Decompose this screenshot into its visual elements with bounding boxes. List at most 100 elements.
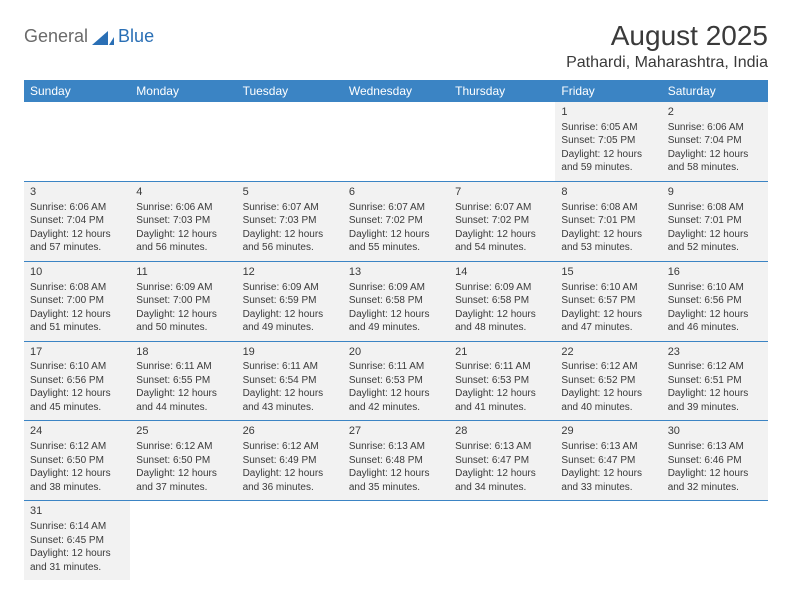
sunrise-line: Sunrise: 6:08 AM bbox=[561, 201, 655, 215]
calendar-row: 24Sunrise: 6:12 AMSunset: 6:50 PMDayligh… bbox=[24, 421, 768, 501]
weekday-header: Monday bbox=[130, 80, 236, 102]
sunrise-line: Sunrise: 6:14 AM bbox=[30, 520, 124, 534]
sunrise-line: Sunrise: 6:07 AM bbox=[243, 201, 337, 215]
sunset-line: Sunset: 6:47 PM bbox=[561, 454, 655, 468]
daylight-line: Daylight: 12 hours and 39 minutes. bbox=[668, 387, 762, 414]
calendar-cell bbox=[237, 102, 343, 181]
day-number: 4 bbox=[136, 185, 230, 200]
calendar-cell: 14Sunrise: 6:09 AMSunset: 6:58 PMDayligh… bbox=[449, 261, 555, 341]
calendar-cell: 27Sunrise: 6:13 AMSunset: 6:48 PMDayligh… bbox=[343, 421, 449, 501]
daylight-line: Daylight: 12 hours and 43 minutes. bbox=[243, 387, 337, 414]
weekday-header: Tuesday bbox=[237, 80, 343, 102]
sunrise-line: Sunrise: 6:09 AM bbox=[349, 281, 443, 295]
daylight-line: Daylight: 12 hours and 52 minutes. bbox=[668, 228, 762, 255]
sunset-line: Sunset: 6:51 PM bbox=[668, 374, 762, 388]
daylight-line: Daylight: 12 hours and 56 minutes. bbox=[136, 228, 230, 255]
weekday-header: Friday bbox=[555, 80, 661, 102]
sail-icon bbox=[92, 29, 114, 45]
sunrise-line: Sunrise: 6:07 AM bbox=[455, 201, 549, 215]
daylight-line: Daylight: 12 hours and 49 minutes. bbox=[349, 308, 443, 335]
sunset-line: Sunset: 7:01 PM bbox=[668, 214, 762, 228]
calendar-cell bbox=[662, 501, 768, 580]
sunset-line: Sunset: 6:58 PM bbox=[455, 294, 549, 308]
daylight-line: Daylight: 12 hours and 31 minutes. bbox=[30, 547, 124, 574]
day-number: 19 bbox=[243, 345, 337, 360]
sunrise-line: Sunrise: 6:08 AM bbox=[30, 281, 124, 295]
sunset-line: Sunset: 6:49 PM bbox=[243, 454, 337, 468]
daylight-line: Daylight: 12 hours and 54 minutes. bbox=[455, 228, 549, 255]
calendar-cell bbox=[449, 501, 555, 580]
sunrise-line: Sunrise: 6:12 AM bbox=[30, 440, 124, 454]
sunset-line: Sunset: 7:03 PM bbox=[243, 214, 337, 228]
sunrise-line: Sunrise: 6:10 AM bbox=[668, 281, 762, 295]
day-number: 20 bbox=[349, 345, 443, 360]
calendar-cell: 13Sunrise: 6:09 AMSunset: 6:58 PMDayligh… bbox=[343, 261, 449, 341]
calendar-cell: 20Sunrise: 6:11 AMSunset: 6:53 PMDayligh… bbox=[343, 341, 449, 421]
day-number: 16 bbox=[668, 265, 762, 280]
weekday-header: Wednesday bbox=[343, 80, 449, 102]
daylight-line: Daylight: 12 hours and 36 minutes. bbox=[243, 467, 337, 494]
sunset-line: Sunset: 6:47 PM bbox=[455, 454, 549, 468]
sunset-line: Sunset: 7:04 PM bbox=[668, 134, 762, 148]
daylight-line: Daylight: 12 hours and 38 minutes. bbox=[30, 467, 124, 494]
calendar-cell: 22Sunrise: 6:12 AMSunset: 6:52 PMDayligh… bbox=[555, 341, 661, 421]
sunset-line: Sunset: 7:00 PM bbox=[136, 294, 230, 308]
calendar-cell: 19Sunrise: 6:11 AMSunset: 6:54 PMDayligh… bbox=[237, 341, 343, 421]
sunrise-line: Sunrise: 6:12 AM bbox=[243, 440, 337, 454]
day-number: 30 bbox=[668, 424, 762, 439]
sunrise-line: Sunrise: 6:11 AM bbox=[349, 360, 443, 374]
daylight-line: Daylight: 12 hours and 42 minutes. bbox=[349, 387, 443, 414]
daylight-line: Daylight: 12 hours and 32 minutes. bbox=[668, 467, 762, 494]
sunrise-line: Sunrise: 6:09 AM bbox=[136, 281, 230, 295]
daylight-line: Daylight: 12 hours and 45 minutes. bbox=[30, 387, 124, 414]
header: General Blue August 2025 Pathardi, Mahar… bbox=[24, 20, 768, 72]
sunrise-line: Sunrise: 6:12 AM bbox=[136, 440, 230, 454]
sunset-line: Sunset: 6:53 PM bbox=[349, 374, 443, 388]
weekday-header: Thursday bbox=[449, 80, 555, 102]
daylight-line: Daylight: 12 hours and 50 minutes. bbox=[136, 308, 230, 335]
calendar-cell: 7Sunrise: 6:07 AMSunset: 7:02 PMDaylight… bbox=[449, 181, 555, 261]
sunrise-line: Sunrise: 6:07 AM bbox=[349, 201, 443, 215]
sunrise-line: Sunrise: 6:13 AM bbox=[668, 440, 762, 454]
month-title: August 2025 bbox=[566, 20, 768, 52]
sunrise-line: Sunrise: 6:06 AM bbox=[668, 121, 762, 135]
calendar-cell bbox=[24, 102, 130, 181]
calendar-cell bbox=[343, 102, 449, 181]
daylight-line: Daylight: 12 hours and 46 minutes. bbox=[668, 308, 762, 335]
sunrise-line: Sunrise: 6:08 AM bbox=[668, 201, 762, 215]
daylight-line: Daylight: 12 hours and 40 minutes. bbox=[561, 387, 655, 414]
sunrise-line: Sunrise: 6:11 AM bbox=[455, 360, 549, 374]
sunset-line: Sunset: 6:50 PM bbox=[30, 454, 124, 468]
day-number: 28 bbox=[455, 424, 549, 439]
logo-text-general: General bbox=[24, 26, 88, 47]
day-number: 9 bbox=[668, 185, 762, 200]
calendar-cell bbox=[237, 501, 343, 580]
day-number: 18 bbox=[136, 345, 230, 360]
calendar-cell bbox=[343, 501, 449, 580]
sunrise-line: Sunrise: 6:06 AM bbox=[136, 201, 230, 215]
sunset-line: Sunset: 6:50 PM bbox=[136, 454, 230, 468]
location: Pathardi, Maharashtra, India bbox=[566, 54, 768, 72]
daylight-line: Daylight: 12 hours and 59 minutes. bbox=[561, 148, 655, 175]
day-number: 5 bbox=[243, 185, 337, 200]
calendar-cell: 1Sunrise: 6:05 AMSunset: 7:05 PMDaylight… bbox=[555, 102, 661, 181]
calendar-row: 1Sunrise: 6:05 AMSunset: 7:05 PMDaylight… bbox=[24, 102, 768, 181]
daylight-line: Daylight: 12 hours and 49 minutes. bbox=[243, 308, 337, 335]
title-block: August 2025 Pathardi, Maharashtra, India bbox=[566, 20, 768, 72]
daylight-line: Daylight: 12 hours and 37 minutes. bbox=[136, 467, 230, 494]
calendar-cell: 9Sunrise: 6:08 AMSunset: 7:01 PMDaylight… bbox=[662, 181, 768, 261]
calendar-cell: 5Sunrise: 6:07 AMSunset: 7:03 PMDaylight… bbox=[237, 181, 343, 261]
calendar-cell bbox=[555, 501, 661, 580]
daylight-line: Daylight: 12 hours and 55 minutes. bbox=[349, 228, 443, 255]
day-number: 27 bbox=[349, 424, 443, 439]
sunrise-line: Sunrise: 6:10 AM bbox=[561, 281, 655, 295]
day-number: 12 bbox=[243, 265, 337, 280]
daylight-line: Daylight: 12 hours and 41 minutes. bbox=[455, 387, 549, 414]
day-number: 1 bbox=[561, 105, 655, 120]
weekday-header: Sunday bbox=[24, 80, 130, 102]
calendar-cell bbox=[130, 501, 236, 580]
calendar-cell bbox=[130, 102, 236, 181]
sunrise-line: Sunrise: 6:09 AM bbox=[243, 281, 337, 295]
sunset-line: Sunset: 6:45 PM bbox=[30, 534, 124, 548]
calendar-table: SundayMondayTuesdayWednesdayThursdayFrid… bbox=[24, 80, 768, 580]
